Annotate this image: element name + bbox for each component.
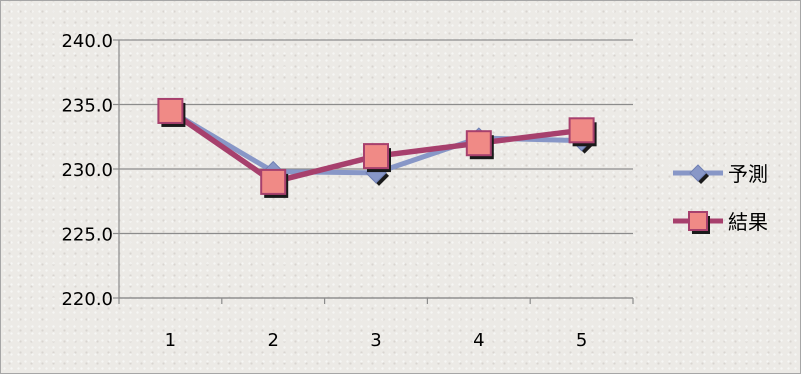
legend-item-1: 予測 xyxy=(673,162,768,186)
axes xyxy=(113,39,634,304)
y-tick-label: 225.0 xyxy=(61,225,113,246)
x-tick-label: 2 xyxy=(267,330,278,351)
data-point xyxy=(568,117,595,144)
y-tick-label: 230.0 xyxy=(61,160,113,181)
legend-marker xyxy=(689,164,707,182)
legend-label: 予測 xyxy=(728,162,768,186)
x-tick-label: 1 xyxy=(165,330,176,351)
x-tick-label: 5 xyxy=(576,330,587,351)
x-tick-label: 4 xyxy=(473,330,484,351)
y-axis-tick-labels: 220.0 225.0 230.0 235.0 240.0 xyxy=(61,31,113,310)
data-point xyxy=(363,143,389,170)
data-point xyxy=(157,97,184,124)
x-axis-tick-labels: 1 2 3 4 5 xyxy=(165,330,588,351)
y-tick-label: 220.0 xyxy=(61,289,113,310)
data-point xyxy=(260,168,287,195)
series-2 xyxy=(157,97,597,198)
y-tick-label: 235.0 xyxy=(61,96,113,117)
x-tick-label: 3 xyxy=(370,330,381,351)
series-group xyxy=(157,97,597,198)
y-tick-label: 240.0 xyxy=(61,31,113,52)
legend-marker xyxy=(688,211,708,231)
legend-item-2: 結果 xyxy=(673,210,768,234)
legend-label: 結果 xyxy=(728,210,768,234)
data-point xyxy=(465,130,492,157)
